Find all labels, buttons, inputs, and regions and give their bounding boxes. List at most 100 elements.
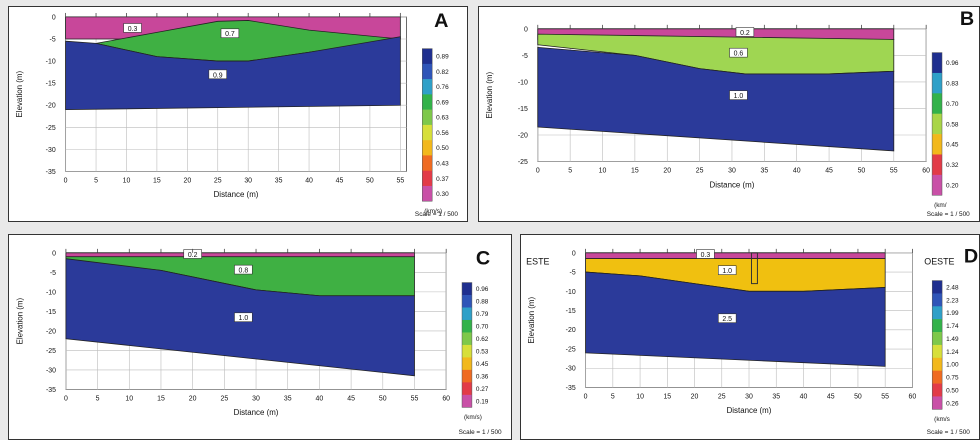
y-tick-label: -10 (46, 59, 56, 66)
y-tick-label: 0 (52, 14, 56, 21)
legend-swatch (462, 282, 472, 296)
legend-swatch (422, 185, 433, 202)
layer-3 (65, 36, 401, 111)
layer-label: 2.5 (722, 316, 732, 323)
legend-value: 0.96 (946, 60, 959, 67)
y-tick-label: -15 (46, 309, 56, 316)
x-tick-label: 15 (153, 177, 161, 184)
legend-swatch (422, 170, 433, 187)
legend-value: 0.70 (946, 101, 959, 108)
x-axis-label: Distance (m) (710, 180, 755, 189)
legend-swatch (932, 293, 943, 307)
x-tick-label: 35 (284, 395, 292, 402)
y-tick-label: -10 (46, 289, 56, 296)
x-tick-label: 40 (305, 177, 313, 184)
legend-value: 0.83 (946, 81, 959, 88)
chart-d: 0.3 1.0 2.5 0 5 10 15 20 25 30 35 40 45 50 55 60 0 -5 -10 -… (526, 246, 978, 436)
x-tick-label: 30 (745, 393, 753, 400)
x-tick-label: 5 (611, 393, 615, 400)
legend-swatch (932, 370, 943, 384)
legend-value: 0.43 (436, 161, 449, 168)
legend-unit: (km/s) (464, 414, 482, 421)
x-tick-label: 5 (96, 395, 100, 402)
legend-value: 0.76 (436, 84, 449, 91)
x-tick-label: 45 (827, 393, 835, 400)
x-tick-label: 0 (584, 393, 588, 400)
legend-swatch (932, 306, 943, 320)
layer-label: 0.2 (188, 252, 198, 259)
x-tick-label: 20 (183, 177, 191, 184)
legend-value: 0.20 (946, 183, 959, 190)
legend-swatch (422, 124, 433, 141)
layer-label: 0.7 (225, 31, 235, 38)
x-tick-label: 35 (760, 167, 768, 174)
scale-label: Scale = 1 / 500 (927, 211, 970, 218)
layer-label: 0.3 (701, 252, 711, 259)
legend-value: 0.69 (436, 99, 449, 106)
layer-label-box (123, 23, 142, 33)
y-axis-label: Elevation (m) (15, 298, 24, 345)
legend-frame (931, 280, 943, 410)
x-tick-label: 25 (718, 393, 726, 400)
legend-value: 0.63 (436, 115, 449, 122)
legend-value: 0.88 (476, 299, 489, 306)
y-tick-label: -25 (566, 347, 576, 354)
legend-value: 0.37 (436, 176, 449, 183)
legend-unit: (km/s (934, 416, 950, 423)
legend-value: 1.74 (946, 323, 959, 330)
x-tick-label: 10 (599, 167, 607, 174)
x-tick-label: 25 (696, 167, 704, 174)
legend-value: 0.53 (476, 349, 489, 356)
legend-value: 0.96 (476, 286, 489, 293)
layer-label: 0.3 (128, 26, 138, 33)
layer-label-box (718, 265, 737, 275)
panel-letter: B (960, 8, 974, 30)
y-tick-label: -5 (570, 270, 576, 277)
legend-value: 1.00 (946, 362, 959, 369)
legend-swatch (932, 319, 943, 333)
legend-value: 0.58 (946, 121, 959, 128)
y-tick-label: 0 (524, 26, 528, 33)
legend-value: 0.70 (476, 324, 489, 331)
legend-value: 2.48 (946, 284, 959, 291)
chart-b: 0.2 0.6 1.0 0 5 10 15 20 25 30 35 40 45 50 55 60 0 -5 -10 -… (485, 8, 974, 218)
y-tick-label: -30 (46, 147, 56, 154)
legend-swatch (462, 369, 472, 383)
x-tick-label: 45 (347, 395, 355, 402)
legend-value: 2.23 (946, 297, 959, 304)
panel-letter: D (964, 246, 978, 268)
y-tick-label: -35 (46, 169, 56, 176)
x-tick-label: 0 (64, 395, 68, 402)
legend-value: 0.56 (436, 130, 449, 137)
legend-value: 0.62 (476, 336, 489, 343)
legend-swatch (932, 52, 943, 74)
y-tick-label: -5 (522, 53, 528, 60)
layer-label: 0.6 (734, 51, 744, 58)
legend-value: 0.19 (476, 399, 489, 406)
x-tick-label: 35 (275, 177, 283, 184)
x-tick-label: 50 (366, 177, 374, 184)
x-tick-label: 0 (536, 167, 540, 174)
scale-label: Scale = 1 / 500 (927, 429, 970, 436)
legend-swatch (932, 72, 943, 94)
y-tick-label: -15 (46, 81, 56, 88)
profile-panel-c: 0.2 0.8 1.0 0 5 10 15 20 25 30 35 40 45 50 55 60 0 -5 -10 -… (8, 234, 512, 440)
legend-value: 1.99 (946, 310, 959, 317)
panel-letter: C (476, 248, 490, 270)
y-tick-label: -30 (46, 367, 56, 374)
layer-label: 0.2 (740, 30, 750, 37)
legend-swatch (462, 332, 472, 346)
legend-swatch (462, 319, 472, 333)
y-tick-label: -20 (518, 132, 528, 139)
legend-swatch (422, 109, 433, 126)
x-tick-label: 0 (64, 177, 68, 184)
x-tick-label: 40 (800, 393, 808, 400)
legend-swatch (422, 140, 433, 156)
legend-swatch (462, 394, 472, 408)
scale-label: Scale = 1 / 500 (415, 211, 458, 218)
legend-value: 0.26 (946, 400, 959, 407)
scale-label: Scale = 1 / 500 (459, 429, 502, 436)
legend-unit: (km/s) (424, 208, 442, 215)
legend-swatch (422, 94, 433, 110)
profile-panel-b: 0.2 0.6 1.0 0 5 10 15 20 25 30 35 40 45 50 55 60 0 -5 -10 -… (478, 6, 980, 222)
